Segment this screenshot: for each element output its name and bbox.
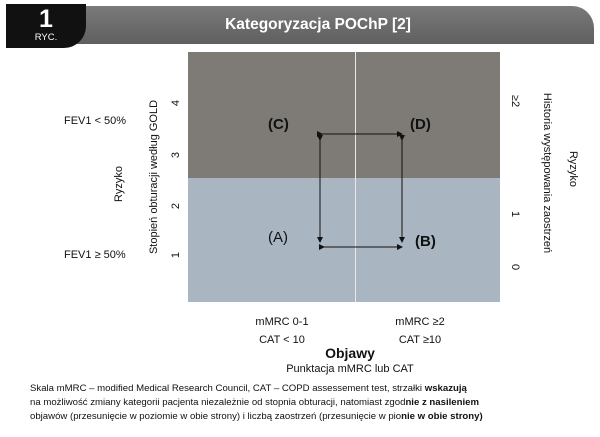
fev-top-label: FEV1 < 50% [64,115,127,127]
exacerbation-axis-label: Historia występowania zaostrzeń [541,92,553,254]
caption-line-3b: nie w obie strony) [401,411,483,422]
quadrant-b-label: (B) [415,233,436,250]
gold-tick-4: 4 [170,99,182,107]
gold-tick-1: 1 [170,251,182,259]
column-2-mmrc: mMRC ≥2 [395,316,445,328]
quadrant-a-label: (A) [268,229,288,246]
left-ryzyko-label: Ryzyko [113,165,125,203]
exacerbation-tick-2plus: ≥2 [509,94,521,108]
column-1-mmrc: mMRC 0-1 [255,316,309,328]
figure-caption: Skala mMRC – modified Medical Research C… [30,382,590,424]
caption-line-2b: nie z nasileniem [405,397,480,408]
figure-number: 1 [39,5,53,33]
column-1-label: mMRC 0-1 CAT < 10 [232,313,332,349]
quadrant-c-label: (C) [268,116,289,133]
quadrant-top-band [188,52,500,178]
caption-line-2a: na możliwość zmiany kategorii pacjenta n… [30,397,406,408]
figure-badge: 1 RYC. [6,4,86,48]
symptoms-axis-subtitle: Punktacja mMRC lub CAT [286,363,414,375]
column-2-label: mMRC ≥2 CAT ≥10 [370,313,470,349]
caption-line-1a: Skala mMRC – modified Medical Research C… [30,383,425,394]
fev-bottom-label: FEV1 ≥ 50% [64,249,126,261]
symptoms-axis-title: Objawy [325,345,375,361]
quadrant-d-label: (D) [410,116,431,133]
header-bar [42,6,594,44]
quadrant-bottom-band [188,178,500,302]
gold-axis-label: Stopień obturacji według GOLD [148,99,160,255]
page-title: Kategoryzacja POChP [2] [225,16,411,33]
caption-line-3a: objawów (przesunięcie w poziomie w obie … [30,411,402,422]
column-1-cat: CAT < 10 [259,334,305,346]
exacerbation-tick-0: 0 [509,263,521,271]
figure-label: RYC. [34,32,58,43]
gold-tick-2: 2 [170,202,182,210]
quadrant-divider [355,52,356,302]
caption-line-1b: wskazują [424,383,467,394]
column-2-cat: CAT ≥10 [398,334,442,346]
right-ryzyko-label: Ryzyko [567,150,579,188]
gold-tick-3: 3 [170,151,182,159]
exacerbation-tick-1: 1 [509,210,521,218]
